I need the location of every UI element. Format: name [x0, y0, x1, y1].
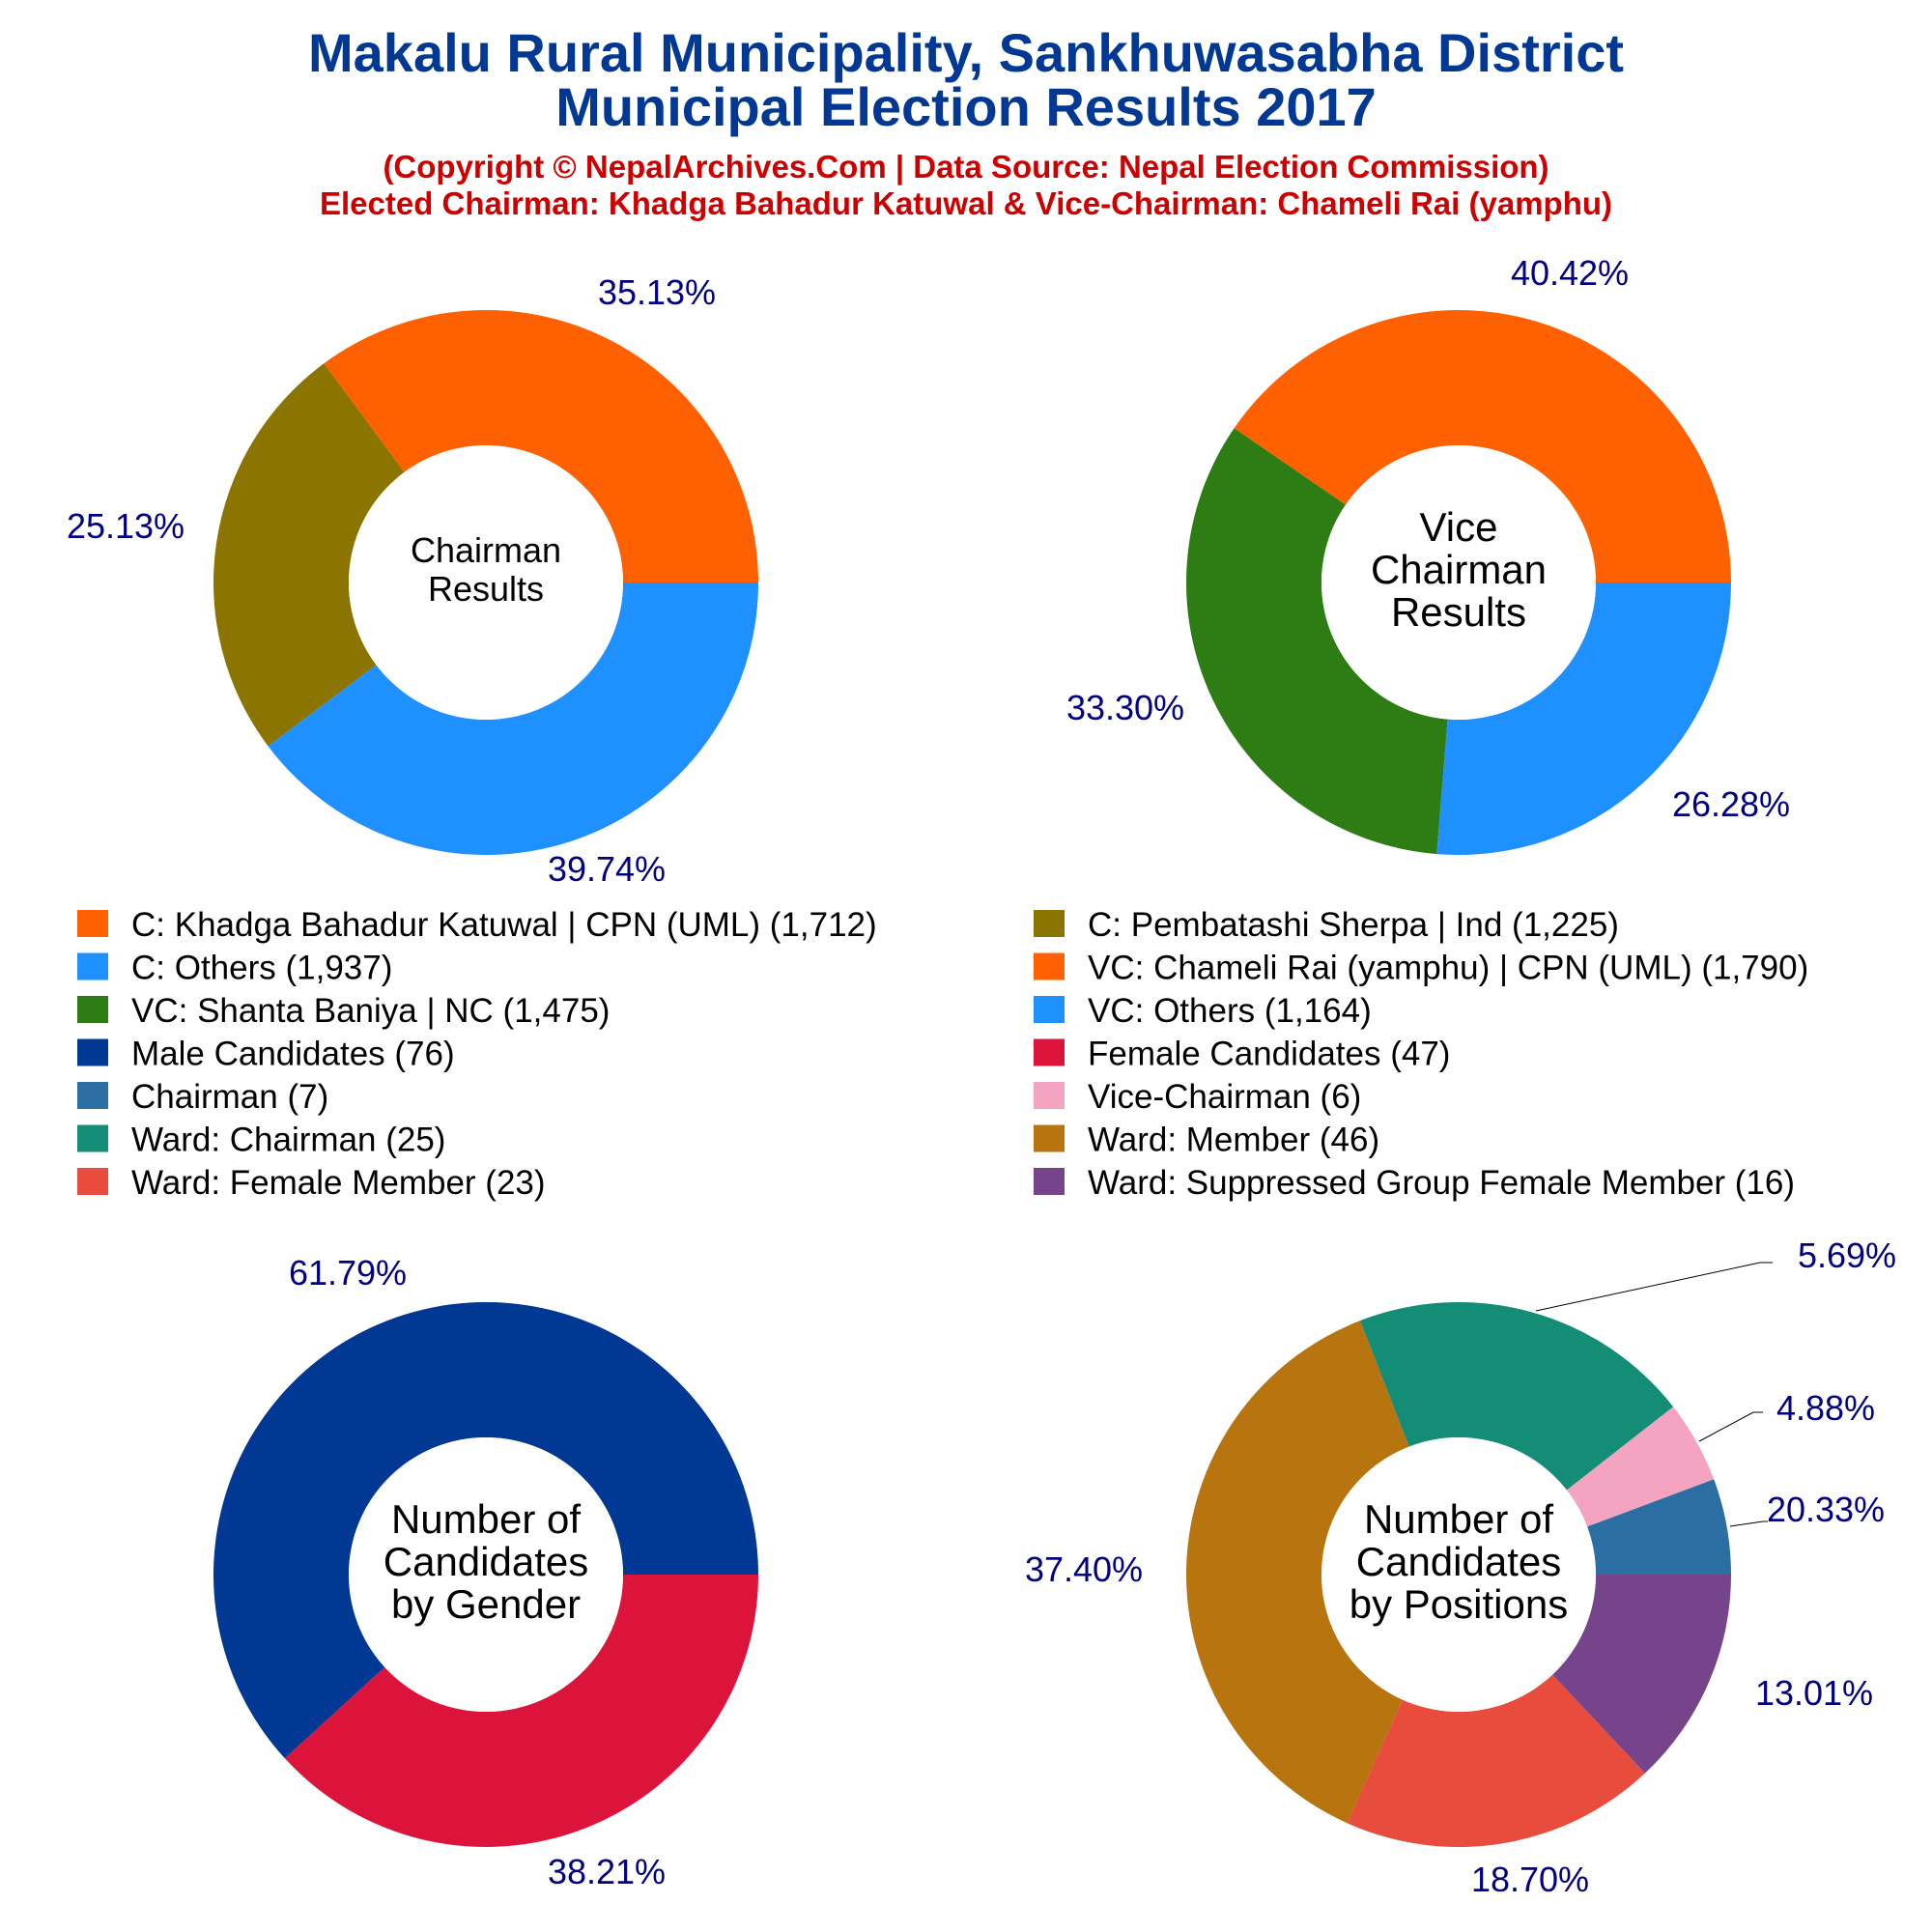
slice-percent-label: 35.13% — [598, 272, 716, 312]
chart-title-line1: Makalu Rural Municipality, Sankhuwasabha… — [308, 22, 1624, 83]
legend-item: Ward: Suppressed Group Female Member (16… — [1034, 1164, 1795, 1202]
legend-item: Vice-Chairman (6) — [1034, 1078, 1361, 1116]
center-label: Results — [428, 569, 544, 609]
pie-slice — [1552, 1575, 1731, 1774]
legend-item: VC: Shanta Baniya | NC (1,475) — [77, 992, 610, 1030]
legend-item: Male Candidates (76) — [77, 1036, 455, 1073]
legend-label: C: Others (1,937) — [131, 950, 392, 987]
center-label: Number of — [391, 1496, 581, 1542]
center-label: Chairman — [1371, 547, 1547, 592]
center-label: Number of — [1364, 1496, 1553, 1542]
legend-item: Ward: Chairman (25) — [77, 1122, 445, 1159]
legend-item: Female Candidates (47) — [1034, 1036, 1450, 1073]
center-label: Candidates — [384, 1539, 588, 1584]
pie-slice — [1436, 582, 1731, 855]
legend: C: Khadga Bahadur Katuwal | CPN (UML) (1… — [77, 906, 1808, 1202]
legend-label: Ward: Chairman (25) — [131, 1122, 445, 1159]
legend-swatch — [1034, 1124, 1065, 1152]
pie-slice — [1347, 1674, 1645, 1847]
legend-item: C: Pembatashi Sherpa | Ind (1,225) — [1034, 906, 1619, 944]
chart-subtitle-line2: Elected Chairman: Khadga Bahadur Katuwal… — [320, 185, 1612, 221]
slice-percent-label: 13.01% — [1755, 1673, 1873, 1713]
legend-label: Vice-Chairman (6) — [1088, 1078, 1361, 1116]
center-label: by Positions — [1350, 1581, 1568, 1627]
legend-item: VC: Chameli Rai (yamphu) | CPN (UML) (1,… — [1034, 950, 1808, 987]
legend-label: C: Pembatashi Sherpa | Ind (1,225) — [1088, 906, 1619, 944]
donut-hole — [349, 1437, 623, 1712]
legend-item: C: Khadga Bahadur Katuwal | CPN (UML) (1… — [77, 906, 877, 944]
chart-subtitle-line1: (Copyright © NepalArchives.Com | Data So… — [383, 149, 1548, 185]
center-label: Results — [1391, 589, 1526, 635]
legend-swatch — [1034, 952, 1065, 980]
slice-percent-label: 40.42% — [1511, 253, 1629, 293]
legend-swatch — [1034, 1168, 1065, 1195]
pie-slice — [1359, 1302, 1674, 1491]
legend-label: Ward: Suppressed Group Female Member (16… — [1088, 1164, 1795, 1202]
center-label: Candidates — [1356, 1539, 1561, 1584]
legend-swatch — [77, 1038, 108, 1066]
legend-swatch — [77, 1082, 108, 1109]
slice-percent-label: 61.79% — [289, 1253, 407, 1293]
legend-label: Male Candidates (76) — [131, 1036, 455, 1073]
legend-swatch — [77, 996, 108, 1023]
legend-label: VC: Chameli Rai (yamphu) | CPN (UML) (1,… — [1088, 950, 1808, 987]
center-label: Chairman — [411, 530, 561, 570]
slice-percent-label: 4.88% — [1776, 1388, 1875, 1428]
legend-swatch — [1034, 1038, 1065, 1066]
pie-slice — [1185, 1321, 1409, 1824]
pie-slice — [213, 1301, 759, 1759]
slice-percent-label: 37.40% — [1025, 1549, 1143, 1589]
legend-item: VC: Others (1,164) — [1034, 992, 1372, 1030]
pie-slice — [268, 582, 758, 855]
legend-swatch — [77, 910, 108, 937]
leader-line — [1535, 1262, 1773, 1312]
pie-slice — [1234, 310, 1731, 582]
slice-percent-label: 39.74% — [548, 849, 666, 889]
legend-label: Female Candidates (47) — [1088, 1036, 1450, 1073]
legend-label: Ward: Female Member (23) — [131, 1164, 546, 1202]
legend-item: Ward: Female Member (23) — [77, 1164, 546, 1202]
donut-hole — [1321, 1437, 1596, 1712]
legend-swatch — [1034, 910, 1065, 937]
slice-percent-label: 25.13% — [67, 506, 185, 546]
legend-label: Chairman (7) — [131, 1078, 328, 1116]
slice-percent-label: 26.28% — [1672, 784, 1790, 824]
slice-percent-label: 18.70% — [1471, 1860, 1589, 1899]
donut-hole — [349, 445, 623, 720]
legend-swatch — [77, 1124, 108, 1152]
legend-item: Ward: Member (46) — [1034, 1122, 1379, 1159]
legend-item: C: Others (1,937) — [77, 950, 392, 987]
pie-charts: 35.13%25.13%39.74%ChairmanResults40.42%3… — [67, 253, 1896, 1899]
leader-line — [1729, 1520, 1768, 1527]
center-label: by Gender — [391, 1581, 581, 1627]
leader-line — [1698, 1411, 1763, 1442]
pie-slice — [1566, 1406, 1715, 1527]
slice-percent-label: 33.30% — [1066, 688, 1184, 727]
slice-percent-label: 38.21% — [548, 1852, 666, 1891]
legend-swatch — [77, 1168, 108, 1195]
slice-percent-label: 20.33% — [1767, 1490, 1885, 1529]
pie-slice — [213, 363, 405, 747]
legend-label: C: Khadga Bahadur Katuwal | CPN (UML) (1… — [131, 906, 877, 944]
legend-swatch — [1034, 996, 1065, 1023]
legend-label: VC: Shanta Baniya | NC (1,475) — [131, 992, 610, 1030]
pie-slice — [284, 1575, 758, 1847]
pie-slice — [1185, 428, 1448, 855]
legend-swatch — [77, 952, 108, 980]
donut-chart-4: 5.69% 4.88% 20.33% 37.40% 18.70% 13.01% Number… — [1025, 1236, 1896, 1899]
legend-swatch — [1034, 1082, 1065, 1109]
slice-percent-label: 5.69% — [1798, 1236, 1896, 1275]
chart-title-line2: Municipal Election Results 2017 — [555, 76, 1377, 137]
pie-slice — [1587, 1479, 1731, 1575]
legend-item: Chairman (7) — [77, 1078, 328, 1116]
center-label: Vice — [1420, 504, 1498, 550]
pie-slice — [324, 309, 758, 582]
legend-label: VC: Others (1,164) — [1088, 992, 1372, 1030]
legend-label: Ward: Member (46) — [1088, 1122, 1379, 1159]
donut-hole — [1321, 445, 1596, 720]
